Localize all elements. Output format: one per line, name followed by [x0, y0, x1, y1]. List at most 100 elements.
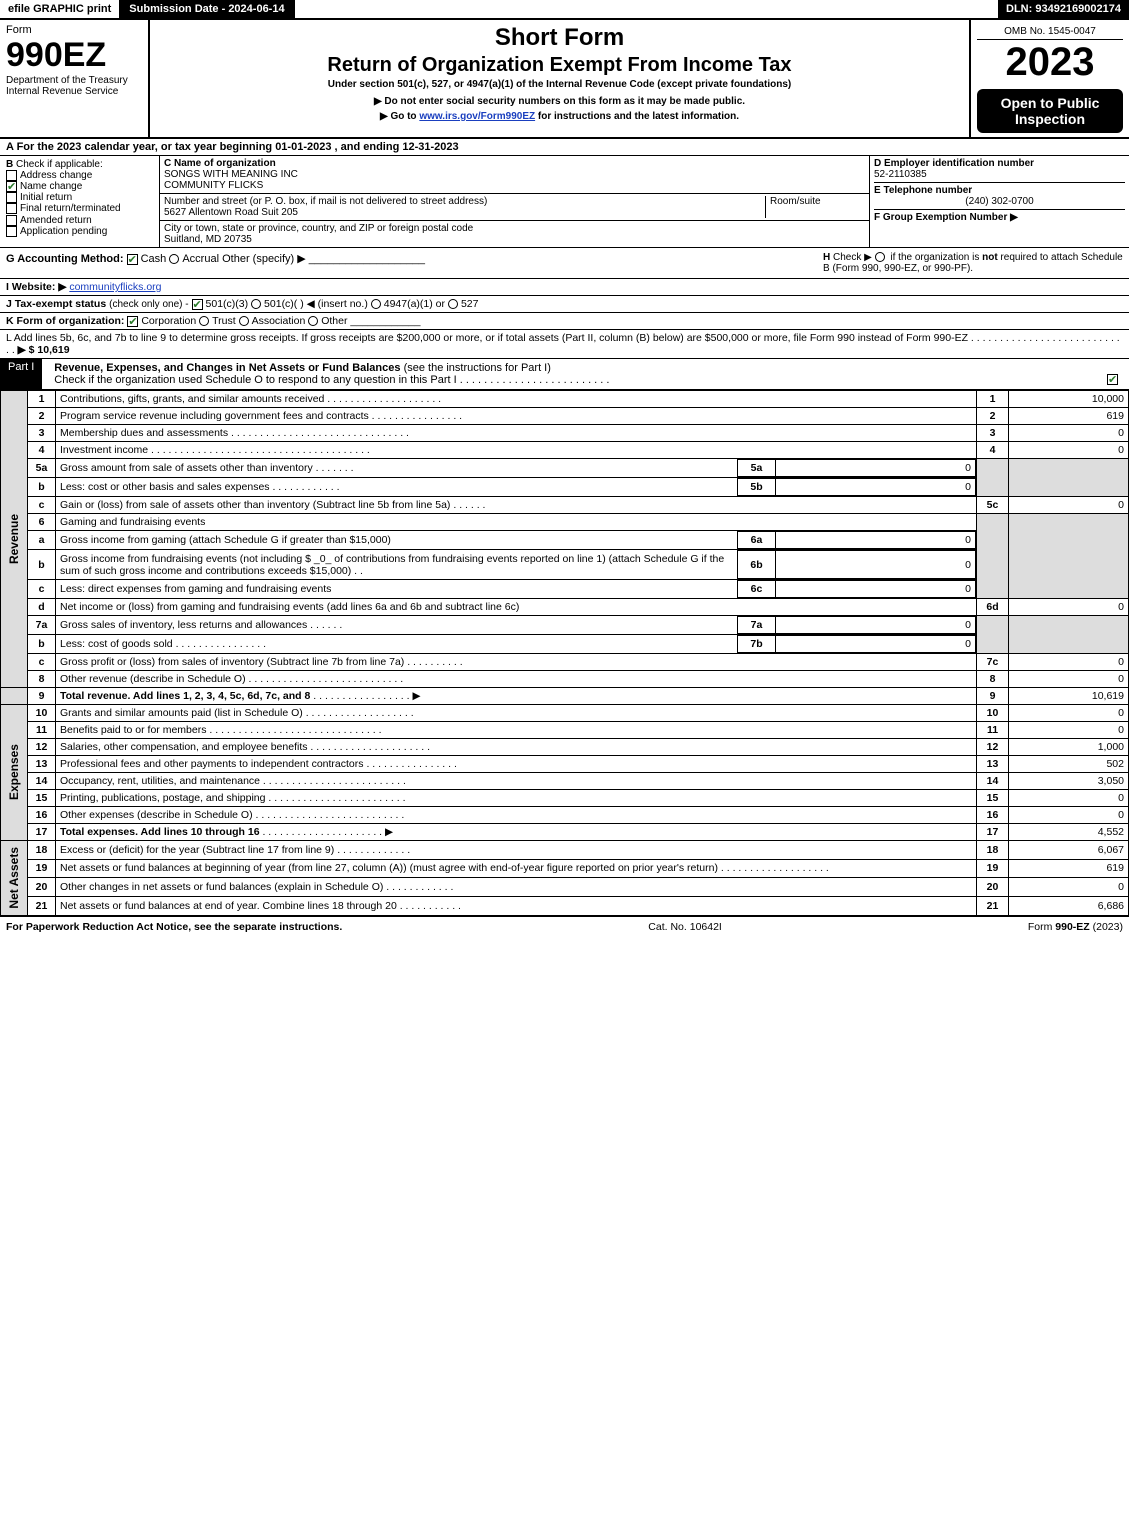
line-2-desc: Program service revenue including govern… [60, 410, 369, 422]
label-501c3: 501(c)(3) [206, 298, 249, 310]
footer-cat-no: Cat. No. 10642I [648, 921, 722, 933]
line-17-desc: Total expenses. Add lines 10 through 16 [60, 826, 260, 838]
footer-right: Form 990-EZ (2023) [1028, 921, 1123, 933]
subtitle: Under section 501(c), 527, or 4947(a)(1)… [156, 79, 963, 90]
radio-trust[interactable] [199, 316, 209, 326]
section-bcd: B Check if applicable: Address change Na… [0, 156, 1129, 248]
section-def: D Employer identification number 52-2110… [869, 156, 1129, 247]
submission-date: Submission Date - 2024-06-14 [121, 0, 294, 18]
line-4-desc: Investment income [60, 444, 148, 456]
line-6-desc: Gaming and fundraising events [56, 514, 977, 531]
org-name-1: SONGS WITH MEANING INC [164, 169, 298, 180]
line-16-value: 0 [1009, 807, 1129, 824]
line-7b-value: 0 [776, 636, 976, 653]
radio-association[interactable] [239, 316, 249, 326]
sidebar-revenue: Revenue [5, 510, 23, 568]
line-19-value: 619 [1009, 859, 1129, 878]
footer-left: For Paperwork Reduction Act Notice, see … [6, 921, 342, 933]
page-footer: For Paperwork Reduction Act Notice, see … [0, 916, 1129, 937]
check-initial-return[interactable] [6, 192, 17, 203]
part-1-table: Revenue 1Contributions, gifts, grants, a… [0, 390, 1129, 916]
check-final-return[interactable] [6, 203, 17, 214]
city-state-zip: Suitland, MD 20735 [164, 234, 252, 245]
line-g-h: G Accounting Method: Cash Accrual Other … [0, 248, 1129, 279]
line-5b-value: 0 [776, 479, 976, 496]
check-corporation[interactable] [127, 316, 138, 327]
radio-schedule-b[interactable] [875, 252, 885, 262]
line-k: K Form of organization: Corporation Trus… [0, 313, 1129, 330]
check-name-change[interactable] [6, 181, 17, 192]
label-501c: 501(c)( ) ◀ (insert no.) [264, 298, 368, 310]
radio-4947[interactable] [371, 299, 381, 309]
irs-label: Internal Revenue Service [6, 86, 142, 97]
line-5c-value: 0 [1009, 497, 1129, 514]
line-14-value: 3,050 [1009, 773, 1129, 790]
line-7c-desc: Gross profit or (loss) from sales of inv… [60, 656, 404, 668]
line-18-desc: Excess or (deficit) for the year (Subtra… [60, 844, 334, 856]
label-address-change: Address change [20, 170, 92, 181]
line-5b-desc: Less: cost or other basis and sales expe… [60, 481, 270, 493]
form-number: 990EZ [6, 36, 142, 75]
short-form-title: Short Form [156, 24, 963, 52]
label-name-change: Name change [20, 181, 82, 192]
label-street: Number and street (or P. O. box, if mail… [164, 196, 487, 207]
return-title: Return of Organization Exempt From Incom… [156, 54, 963, 77]
radio-accrual[interactable] [169, 254, 179, 264]
check-application-pending[interactable] [6, 226, 17, 237]
line-8-value: 0 [1009, 671, 1129, 688]
line-7a-desc: Gross sales of inventory, less returns a… [60, 619, 307, 631]
radio-other-org[interactable] [308, 316, 318, 326]
line-10-value: 0 [1009, 705, 1129, 722]
radio-527[interactable] [448, 299, 458, 309]
line-20-desc: Other changes in net assets or fund bala… [60, 881, 383, 893]
check-cash[interactable] [127, 254, 138, 265]
label-trust: Trust [212, 315, 236, 327]
line-21-value: 6,686 [1009, 896, 1129, 915]
sidebar-expenses: Expenses [5, 740, 23, 804]
form-word: Form [6, 24, 142, 36]
part-1-check-text: Check if the organization used Schedule … [54, 374, 456, 386]
irs-link[interactable]: www.irs.gov/Form990EZ [419, 111, 535, 122]
line-5a-value: 0 [776, 460, 976, 477]
line-14-desc: Occupancy, rent, utilities, and maintena… [60, 775, 260, 787]
label-room-suite: Room/suite [770, 196, 821, 207]
line-13-desc: Professional fees and other payments to … [60, 758, 364, 770]
label-final-return: Final return/terminated [20, 204, 121, 215]
line-6d-value: 0 [1009, 599, 1129, 616]
check-amended-return[interactable] [6, 215, 17, 226]
line-12-value: 1,000 [1009, 739, 1129, 756]
efile-print-button[interactable]: efile GRAPHIC print [0, 0, 121, 18]
open-to-public: Open to Public Inspection [977, 89, 1123, 133]
line-15-value: 0 [1009, 790, 1129, 807]
line-l: L Add lines 5b, 6c, and 7b to line 9 to … [0, 330, 1129, 359]
part-1-label: Part I [0, 359, 42, 389]
website-link[interactable]: communityflicks.org [69, 281, 161, 293]
check-schedule-o[interactable] [1107, 374, 1118, 385]
top-bar: efile GRAPHIC print Submission Date - 20… [0, 0, 1129, 20]
label-accrual: Accrual [182, 253, 219, 265]
line-11-value: 0 [1009, 722, 1129, 739]
gross-receipts-amount: ▶ $ 10,619 [18, 344, 70, 356]
sidebar-net-assets: Net Assets [5, 843, 23, 913]
line-5a-desc: Gross amount from sale of assets other t… [60, 462, 313, 474]
line-6b-value: 0 [776, 551, 976, 579]
label-cash: Cash [141, 253, 167, 265]
phone-value: (240) 302-0700 [874, 196, 1125, 207]
line-15-desc: Printing, publications, postage, and shi… [60, 792, 265, 804]
label-527: 527 [461, 298, 479, 310]
line-13-value: 502 [1009, 756, 1129, 773]
line-10-desc: Grants and similar amounts paid (list in… [60, 707, 303, 719]
dln: DLN: 93492169002174 [998, 0, 1129, 18]
line-6a-value: 0 [776, 532, 976, 549]
tax-year: 2023 [977, 40, 1123, 85]
dept-treasury: Department of the Treasury [6, 75, 142, 86]
ssn-note: Do not enter social security numbers on … [156, 96, 963, 107]
section-c: C Name of organization SONGS WITH MEANIN… [160, 156, 869, 247]
section-b: B Check if applicable: Address change Na… [0, 156, 160, 247]
check-501c3[interactable] [192, 299, 203, 310]
label-4947: 4947(a)(1) or [384, 298, 445, 310]
radio-501c[interactable] [251, 299, 261, 309]
label-other-org: Other [321, 315, 347, 327]
label-city: City or town, state or province, country… [164, 223, 473, 234]
line-6c-desc: Less: direct expenses from gaming and fu… [60, 583, 331, 595]
